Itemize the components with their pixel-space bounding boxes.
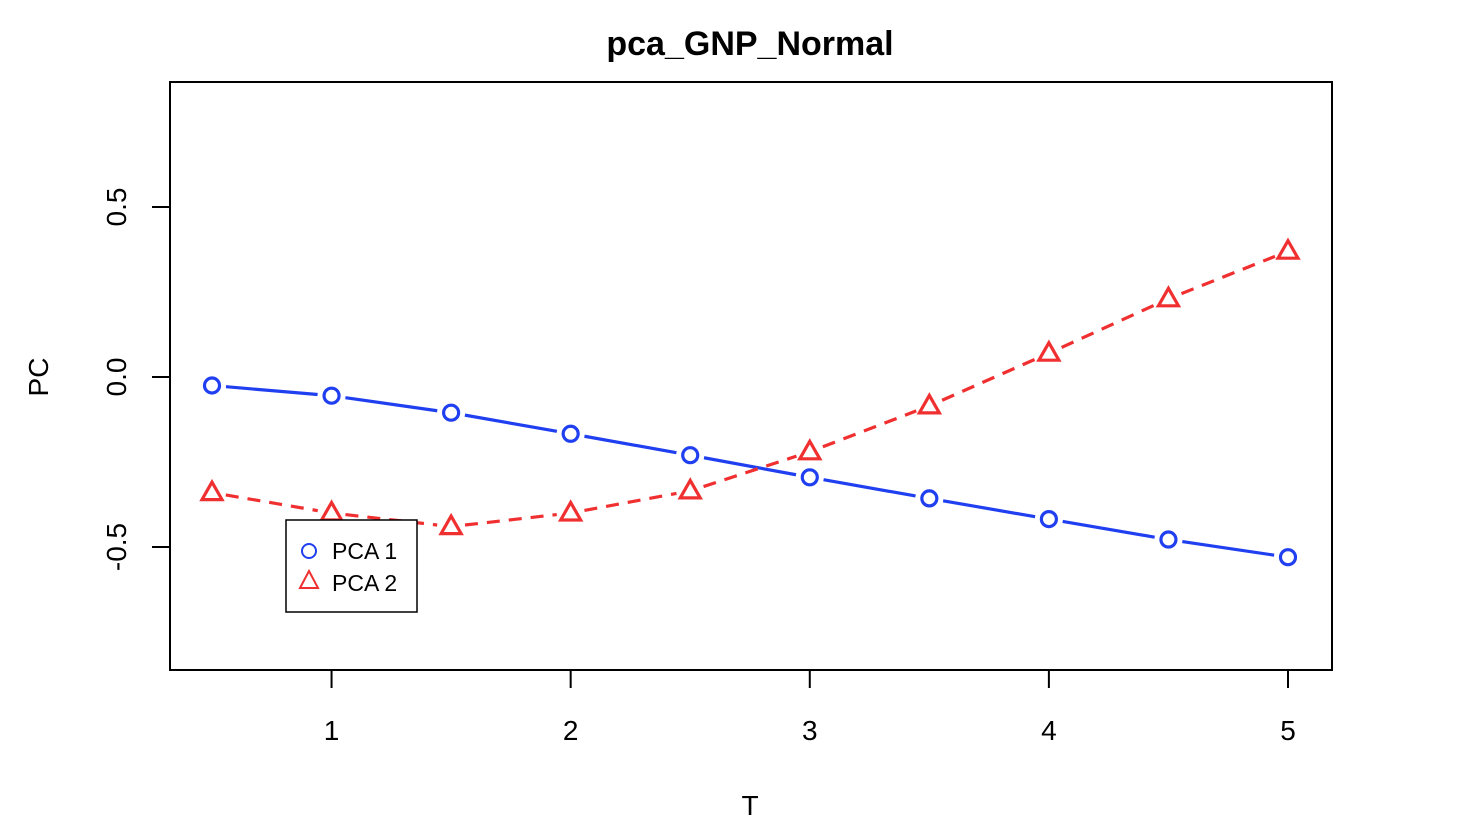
series-line-segment [823,478,916,498]
x-tick-label: 2 [563,715,579,746]
series-line-segment [464,413,558,433]
data-point-circle [1278,548,1298,567]
data-point-triangle [318,499,345,522]
series-line-segment [345,396,438,413]
chart-title: pca_GNP_Normal [606,25,893,63]
legend-box [285,519,418,613]
series-layer [199,237,1301,567]
data-point-circle [681,446,700,465]
data-point-triangle [199,478,225,502]
data-point-triangle [557,499,584,522]
y-axis: -0.5 0.0 0.5 [101,188,171,571]
data-point-triangle [1155,285,1182,308]
legend-triangle-icon [298,568,320,589]
series-line-segment [225,385,318,397]
series-line-segment [1062,519,1155,539]
legend-label-pca-2: PCA 2 [332,570,397,596]
data-point-circle [800,468,819,487]
x-axis-label: T [741,790,758,821]
data-point-triangle [1036,339,1062,362]
data-point-triangle [916,392,943,415]
data-point-triangle [438,512,464,536]
series-line-segment [703,454,797,489]
data-point-circle [561,424,580,443]
series-pca-2 [199,237,1301,536]
series-line-segment [1180,254,1276,296]
legend: PCA 1 PCA 2 [285,519,418,613]
data-point-triangle [1275,237,1301,260]
series-pca-1 [202,376,1298,567]
x-tick-label: 3 [802,715,818,746]
series-line-segment [822,409,917,449]
data-point-circle [1159,530,1178,549]
data-point-circle [1039,510,1058,529]
y-tick-label: 0.5 [101,188,132,227]
data-point-circle [920,489,939,508]
series-line-segment [464,512,557,527]
data-point-circle [442,403,461,422]
x-tick-label: 1 [324,715,340,746]
series-line-segment [1182,539,1275,557]
legend-circle-icon [301,543,317,559]
series-line-segment [941,357,1037,402]
x-axis: 1 2 3 4 5 [324,669,1296,746]
legend-label-pca-1: PCA 1 [332,538,397,564]
x-tick-label: 4 [1041,715,1057,746]
x-tick-label: 5 [1280,715,1296,746]
y-tick-label: 0.0 [101,358,132,397]
series-line-segment [1060,303,1157,349]
data-point-circle [322,386,341,405]
y-axis-label: PC [23,358,54,397]
series-line-segment [942,499,1036,519]
series-line-segment [584,434,677,455]
series-line-segment [225,493,319,513]
data-point-circle [202,376,222,395]
series-line-segment [584,491,677,513]
data-point-triangle [677,477,703,500]
y-tick-label: -0.5 [101,523,132,571]
series-line-segment [703,456,797,477]
data-point-triangle [797,438,823,461]
